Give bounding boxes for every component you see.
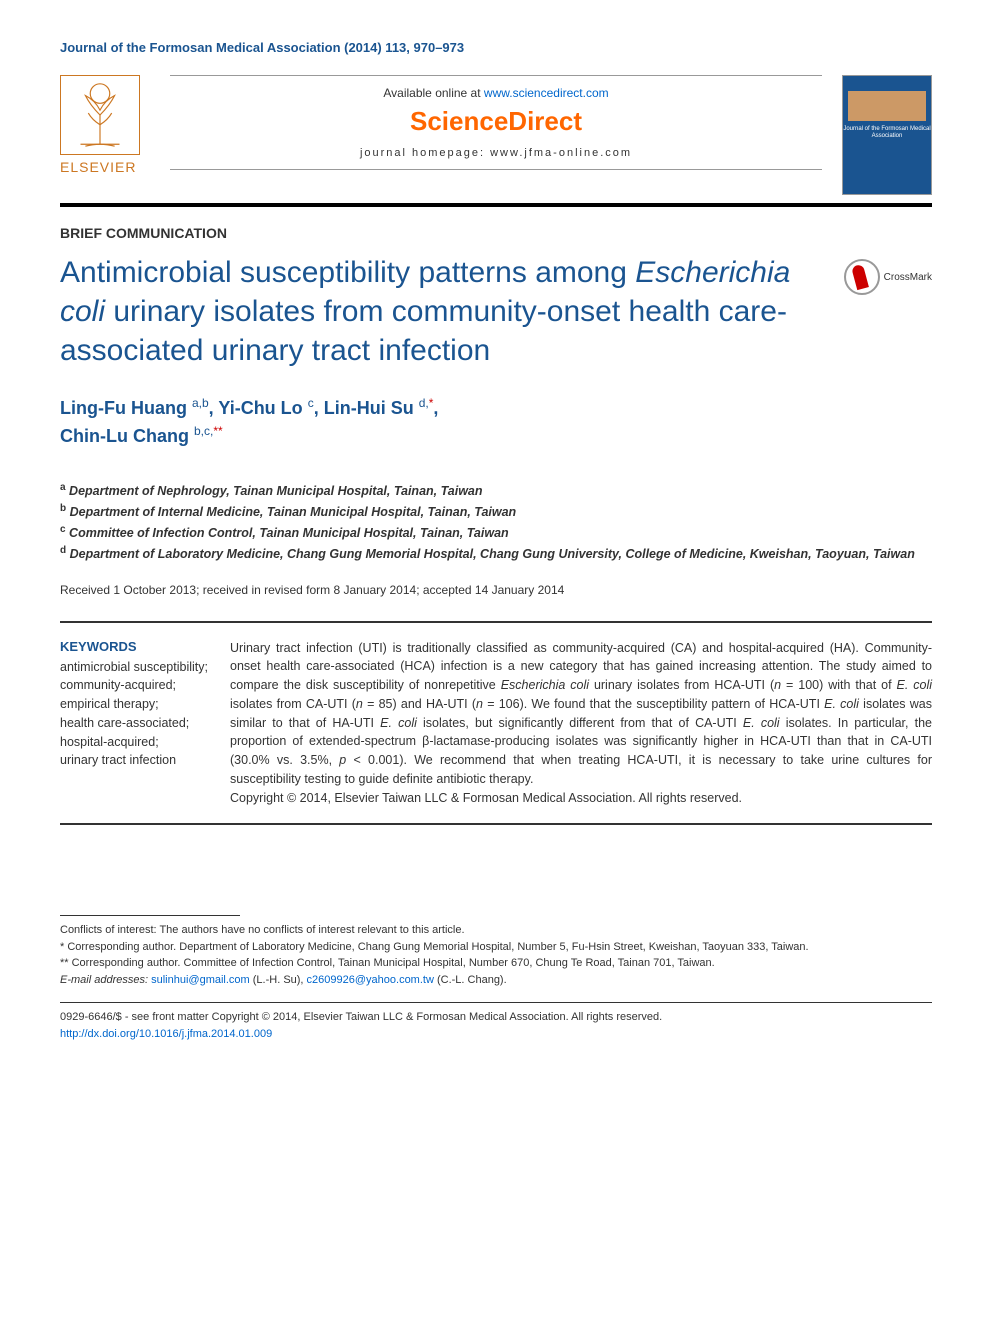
affiliations: a Department of Nephrology, Tainan Munic… [60,480,932,565]
article-title: Antimicrobial susceptibility patterns am… [60,253,824,370]
available-online-text: Available online at www.sciencedirect.co… [170,86,822,100]
section-rule [60,203,932,207]
affiliation-b: b Department of Internal Medicine, Taina… [60,501,932,522]
crossmark-icon [844,259,880,295]
email-link-1[interactable]: sulinhui@gmail.com [151,974,250,986]
author-2-affil: c [308,396,314,410]
sciencedirect-link[interactable]: www.sciencedirect.com [484,86,609,100]
elsevier-tree-icon [60,75,140,155]
author-1-affil: a,b [192,396,209,410]
crossmark-label: CrossMark [884,272,932,283]
article-type: BRIEF COMMUNICATION [60,225,932,241]
available-prefix: Available online at [383,86,484,100]
front-matter-line: 0929-6646/$ - see front matter Copyright… [60,1009,932,1026]
email-link-2[interactable]: c2609926@yahoo.com.tw [307,974,434,986]
cover-journal-name: Journal of the Formosan Medical Associat… [843,126,931,140]
elsevier-logo: ELSEVIER [60,75,150,175]
crossmark-badge[interactable]: CrossMark [844,259,932,295]
title-row: Antimicrobial susceptibility patterns am… [60,253,932,370]
affiliation-c: c Committee of Infection Control, Tainan… [60,522,932,543]
abstract-text: Urinary tract infection (UTI) is traditi… [230,639,932,808]
affiliation-a: a Department of Nephrology, Tainan Munic… [60,480,932,501]
author-4-affil: b,c,** [194,424,223,438]
sciencedirect-logo: ScienceDirect [170,106,822,137]
journal-header: Journal of the Formosan Medical Associat… [60,40,932,55]
journal-cover-thumbnail: Journal of the Formosan Medical Associat… [842,75,932,195]
keywords-heading: KEYWORDS [60,639,210,654]
author-4: Chin-Lu Chang [60,426,189,446]
footnote-rule [60,915,240,916]
abstract-block: KEYWORDS antimicrobial susceptibility; c… [60,621,932,826]
availability-block: Available online at www.sciencedirect.co… [170,75,822,170]
footnotes: Conflicts of interest: The authors have … [60,922,932,988]
journal-homepage: journal homepage: www.jfma-online.com [170,147,822,159]
keywords-column: KEYWORDS antimicrobial susceptibility; c… [60,639,230,808]
keywords-list: antimicrobial susceptibility; community-… [60,658,210,771]
corresponding-author-1: * Corresponding author. Department of La… [60,939,932,956]
title-post: urinary isolates from community-onset he… [60,295,787,367]
keyword-item: hospital-acquired; [60,733,210,752]
conflicts-of-interest: Conflicts of interest: The authors have … [60,922,932,939]
author-2: Yi-Chu Lo [218,398,302,418]
keyword-item: empirical therapy; [60,695,210,714]
email-label: E-mail addresses: [60,974,148,986]
author-3: Lin-Hui Su [324,398,414,418]
affiliation-d: d Department of Laboratory Medicine, Cha… [60,543,932,564]
title-pre: Antimicrobial susceptibility patterns am… [60,256,635,289]
keyword-item: urinary tract infection [60,751,210,770]
keyword-item: antimicrobial susceptibility; [60,658,210,677]
keyword-item: community-acquired; [60,676,210,695]
masthead: ELSEVIER Available online at www.science… [60,75,932,195]
corresponding-author-2: ** Corresponding author. Committee of In… [60,955,932,972]
author-3-affil: d,* [419,396,434,410]
article-dates: Received 1 October 2013; received in rev… [60,583,932,597]
copyright-footer: 0929-6646/$ - see front matter Copyright… [60,1002,932,1042]
elsevier-wordmark: ELSEVIER [60,159,150,175]
author-list: Ling-Fu Huang a,b, Yi-Chu Lo c, Lin-Hui … [60,394,932,450]
abstract-copyright: Copyright © 2014, Elsevier Taiwan LLC & … [230,791,742,805]
doi-link[interactable]: http://dx.doi.org/10.1016/j.jfma.2014.01… [60,1028,272,1040]
keyword-item: health care-associated; [60,714,210,733]
author-1: Ling-Fu Huang [60,398,187,418]
email-addresses: E-mail addresses: sulinhui@gmail.com (L.… [60,972,932,989]
